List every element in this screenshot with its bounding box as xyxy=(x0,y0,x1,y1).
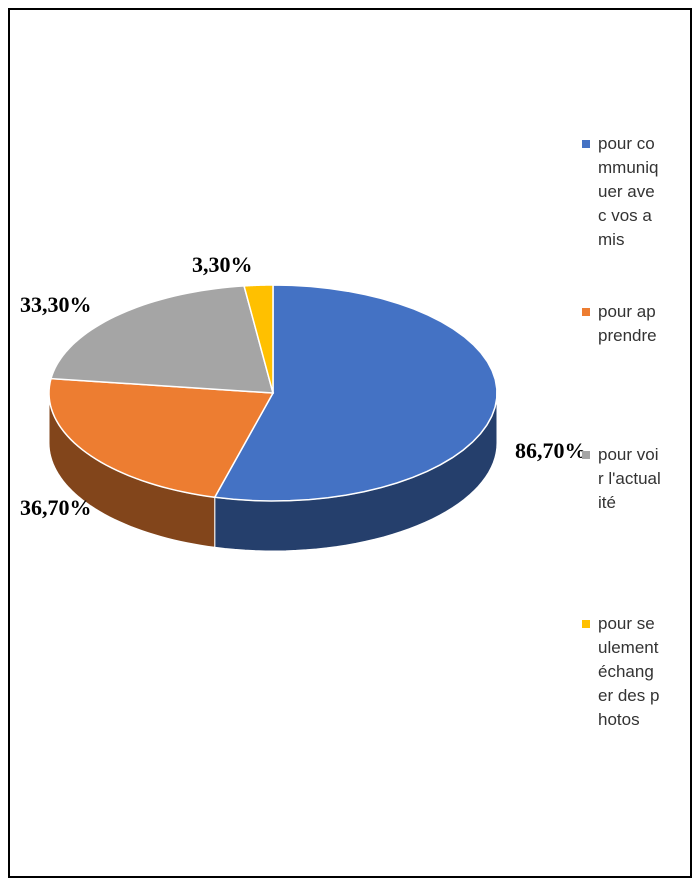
pie-slice xyxy=(243,284,274,394)
legend-label: pour communiquer avec vos amis xyxy=(598,134,659,249)
pie-slice xyxy=(48,377,275,499)
legend-label: pour seulement échanger des photos xyxy=(598,614,660,729)
legend-label: pour apprendre xyxy=(598,302,657,345)
legend-label: pour voir l'actualité xyxy=(598,445,661,512)
data-label: 3,30% xyxy=(192,252,253,277)
pie-slice xyxy=(49,285,274,394)
data-label: 86,70% xyxy=(515,438,587,463)
chart-frame xyxy=(8,8,692,878)
data-label: 33,30% xyxy=(20,292,92,317)
legend-swatch xyxy=(582,140,590,148)
pie-slice xyxy=(213,284,498,502)
legend-swatch xyxy=(582,451,590,459)
legend-swatch xyxy=(582,620,590,628)
data-label: 36,70% xyxy=(20,495,92,520)
legend-swatch xyxy=(582,308,590,316)
